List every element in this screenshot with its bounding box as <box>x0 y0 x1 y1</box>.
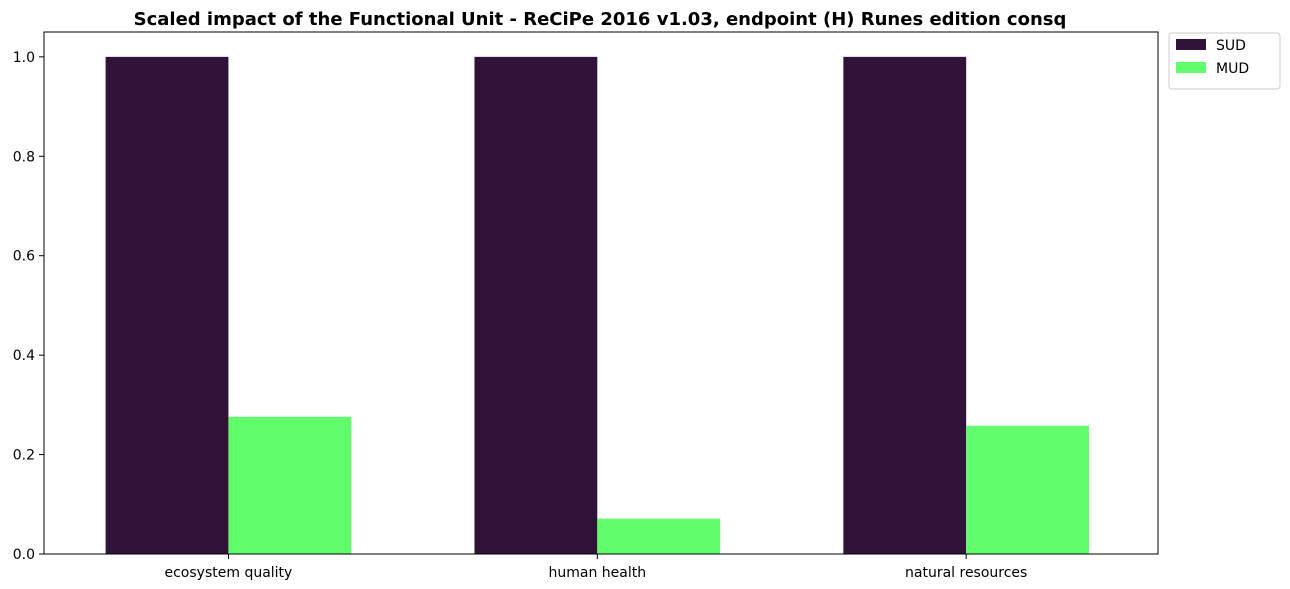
chart-title: Scaled impact of the Functional Unit - R… <box>134 9 1067 30</box>
x-tick-label: natural resources <box>905 565 1027 581</box>
bar-sud-natural-resources <box>843 56 967 554</box>
x-axis: ecosystem quality human health natural res… <box>165 554 1027 581</box>
legend: SUD MUD <box>1168 32 1281 90</box>
bar-mud-ecosystem-quality <box>228 416 352 554</box>
x-tick-label: ecosystem quality <box>165 565 293 581</box>
legend-swatch-mud <box>1176 62 1206 73</box>
legend-label-mud: MUD <box>1216 61 1249 77</box>
y-tick-label: 0.2 <box>13 448 35 464</box>
legend-label-sud: SUD <box>1216 38 1246 54</box>
bars-group <box>105 56 1090 554</box>
plot-frame <box>43 31 1159 555</box>
bar-sud-ecosystem-quality <box>105 56 229 554</box>
y-tick-label: 0.8 <box>13 149 35 165</box>
bar-mud-natural-resources <box>966 425 1090 554</box>
legend-swatch-sud <box>1176 39 1206 50</box>
x-tick-label: human health <box>549 565 647 581</box>
y-tick-label: 0.6 <box>13 249 35 265</box>
bar-sud-human-health <box>474 56 598 554</box>
y-axis: 0.0 0.2 0.4 0.6 0.8 1.0 <box>13 50 44 563</box>
y-tick-label: 0.4 <box>13 348 35 364</box>
y-tick-label: 0.0 <box>13 547 35 563</box>
bar-mud-human-health <box>597 518 721 554</box>
y-tick-label: 1.0 <box>13 50 35 66</box>
